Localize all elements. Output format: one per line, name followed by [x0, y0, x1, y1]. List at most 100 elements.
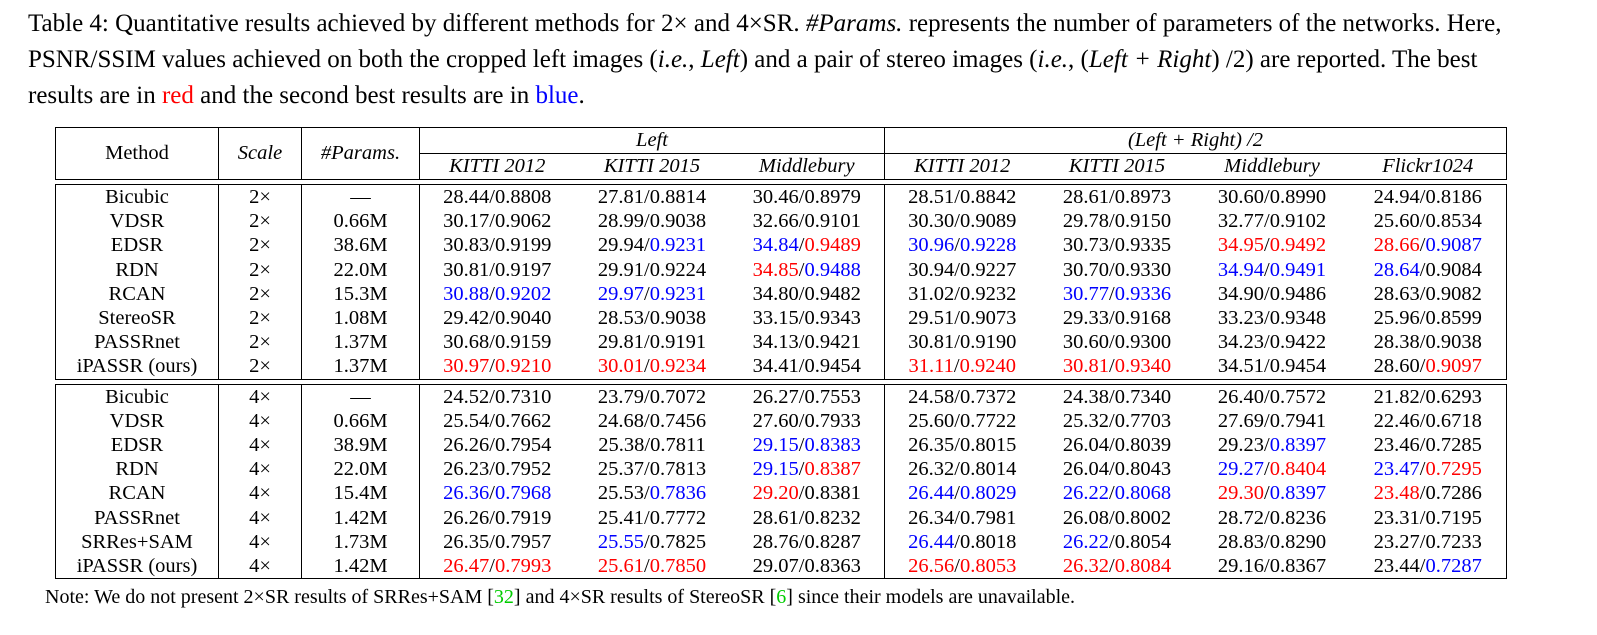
cell-method: PASSRnet — [55, 330, 219, 355]
header-lr-group: (Left + Right) /2 — [884, 127, 1507, 154]
table-row: RDN 4× 22.0M 26.23/0.7952 25.37/0.7813 29.15/… — [55, 457, 1507, 482]
value-separator: / — [1264, 434, 1270, 457]
cell-psnr-ssim: 27.69/0.7941 — [1195, 409, 1350, 433]
ssim-value: 0.9084 — [1425, 258, 1482, 281]
cell-psnr-ssim: 30.81/0.9340 — [1039, 354, 1195, 380]
cell-psnr-ssim: 30.83/0.9199 — [420, 233, 575, 257]
ssim-value: 0.9232 — [959, 282, 1017, 305]
psnr-value: 29.51 — [908, 307, 955, 330]
psnr-value: 25.32 — [1062, 409, 1110, 432]
value-separator: / — [798, 186, 805, 208]
psnr-value: 28.83 — [1217, 530, 1265, 553]
cell-psnr-ssim: 29.94/0.9231 — [575, 233, 730, 257]
ssim-value: 0.8534 — [1425, 210, 1482, 233]
cell-params: 15.3M — [301, 281, 420, 307]
ssim-value: 0.9330 — [1114, 258, 1172, 281]
value-separator: / — [798, 307, 805, 330]
ssim-value: 0.9240 — [959, 355, 1016, 378]
ssim-value: 0.7772 — [649, 506, 707, 529]
value-separator: / — [1419, 482, 1426, 505]
cell-method: VDSR — [55, 408, 219, 434]
results-table-wrapper: Method Scale #Params. Left (Left + Right… — [55, 127, 1507, 580]
ssim-value: 0.8381 — [804, 482, 861, 505]
value-separator: / — [1109, 434, 1115, 457]
value-separator: / — [798, 385, 805, 408]
cell-psnr-ssim: 21.82/0.6293 — [1349, 383, 1507, 409]
ssim-value: 0.7722 — [959, 409, 1017, 432]
psnr-value: 28.99 — [597, 210, 645, 233]
value-separator: / — [489, 331, 495, 354]
ssim-value: 0.8387 — [804, 458, 861, 481]
ssim-value: 0.8018 — [959, 530, 1017, 553]
ssim-value: 0.8404 — [1269, 458, 1327, 481]
value-separator: / — [1109, 355, 1115, 378]
cell-psnr-ssim: 30.81/0.9197 — [420, 258, 575, 282]
cell-psnr-ssim: 28.83/0.8290 — [1195, 530, 1350, 554]
header-lr-middlebury: Middlebury — [1194, 153, 1350, 180]
citation-ref[interactable]: 6 — [776, 586, 787, 608]
psnr-value: 26.44 — [908, 530, 955, 553]
psnr-value: 24.94 — [1373, 186, 1420, 208]
cell-params: 1.42M — [301, 505, 420, 530]
ssim-value: 0.8287 — [804, 530, 861, 553]
cell-psnr-ssim: 26.35/0.7957 — [420, 530, 575, 554]
psnr-value: 29.94 — [597, 234, 645, 257]
ssim-value: 0.9231 — [649, 282, 707, 305]
cell-psnr-ssim: 29.81/0.9191 — [575, 330, 730, 354]
value-separator: / — [798, 355, 805, 378]
value-separator: / — [1109, 409, 1115, 432]
psnr-value: 28.38 — [1373, 331, 1420, 354]
value-separator: / — [954, 458, 960, 481]
ssim-value: 0.6293 — [1425, 385, 1482, 408]
value-separator: / — [644, 409, 650, 432]
cell-psnr-ssim: 30.96/0.9228 — [885, 233, 1040, 257]
value-separator: / — [644, 506, 650, 529]
ssim-value: 0.7836 — [649, 482, 707, 505]
psnr-value: 30.60 — [1062, 331, 1110, 354]
ssim-value: 0.6718 — [1425, 409, 1482, 432]
cell-psnr-ssim: 26.04/0.8043 — [1040, 457, 1195, 481]
psnr-value: 23.79 — [597, 385, 645, 408]
ssim-value: 0.9421 — [804, 331, 861, 354]
value-separator: / — [1109, 555, 1115, 578]
cell-psnr-ssim: 34.84/0.9489 — [729, 233, 885, 258]
value-separator: / — [954, 186, 960, 208]
value-separator: / — [1264, 186, 1270, 208]
value-separator: / — [489, 210, 495, 233]
value-separator: / — [1264, 355, 1270, 378]
psnr-value: 26.23 — [443, 458, 490, 481]
value-separator: / — [1264, 282, 1270, 305]
value-separator: / — [1419, 331, 1426, 354]
cell-psnr-ssim: 24.94/0.8186 — [1349, 184, 1507, 210]
psnr-value: 31.11 — [908, 355, 954, 378]
table-row: iPASSR (ours) 2× 1.37M 30.97/0.9210 30.01/0.… — [55, 354, 1507, 380]
table-row: StereoSR 2× 1.08M 29.42/0.9040 28.53/0.9038 3… — [55, 306, 1507, 331]
cell-psnr-ssim: 23.48/0.7286 — [1349, 481, 1507, 506]
value-separator: / — [644, 331, 650, 354]
cell-psnr-ssim: 27.60/0.7933 — [729, 408, 885, 434]
cell-psnr-ssim: 30.30/0.9089 — [885, 209, 1040, 233]
cell-psnr-ssim: 23.79/0.7072 — [574, 383, 730, 409]
value-separator: / — [1419, 555, 1426, 578]
cell-psnr-ssim: 26.23/0.7952 — [420, 457, 575, 481]
cell-scale: 2× — [218, 281, 302, 307]
psnr-value: 29.07 — [752, 555, 799, 578]
cell-params: — — [301, 383, 420, 409]
ssim-value: 0.7553 — [804, 385, 861, 408]
psnr-value: 26.26 — [443, 434, 490, 457]
value-separator: / — [1419, 210, 1426, 233]
cell-psnr-ssim: 25.60/0.7722 — [885, 409, 1040, 433]
ssim-value: 0.7195 — [1425, 506, 1482, 529]
citation-ref[interactable]: 32 — [493, 586, 514, 608]
ssim-value: 0.9089 — [959, 210, 1017, 233]
ssim-value: 0.7072 — [649, 385, 707, 408]
psnr-value: 25.61 — [597, 555, 645, 578]
value-separator: / — [1264, 506, 1270, 529]
cell-psnr-ssim: 26.40/0.7572 — [1194, 383, 1350, 409]
ssim-value: 0.8029 — [959, 482, 1017, 505]
ssim-value: 0.9482 — [804, 282, 861, 305]
value-separator: / — [954, 307, 960, 330]
ssim-value: 0.9231 — [649, 234, 707, 257]
value-separator: / — [489, 186, 495, 208]
value-separator: / — [1419, 282, 1426, 305]
